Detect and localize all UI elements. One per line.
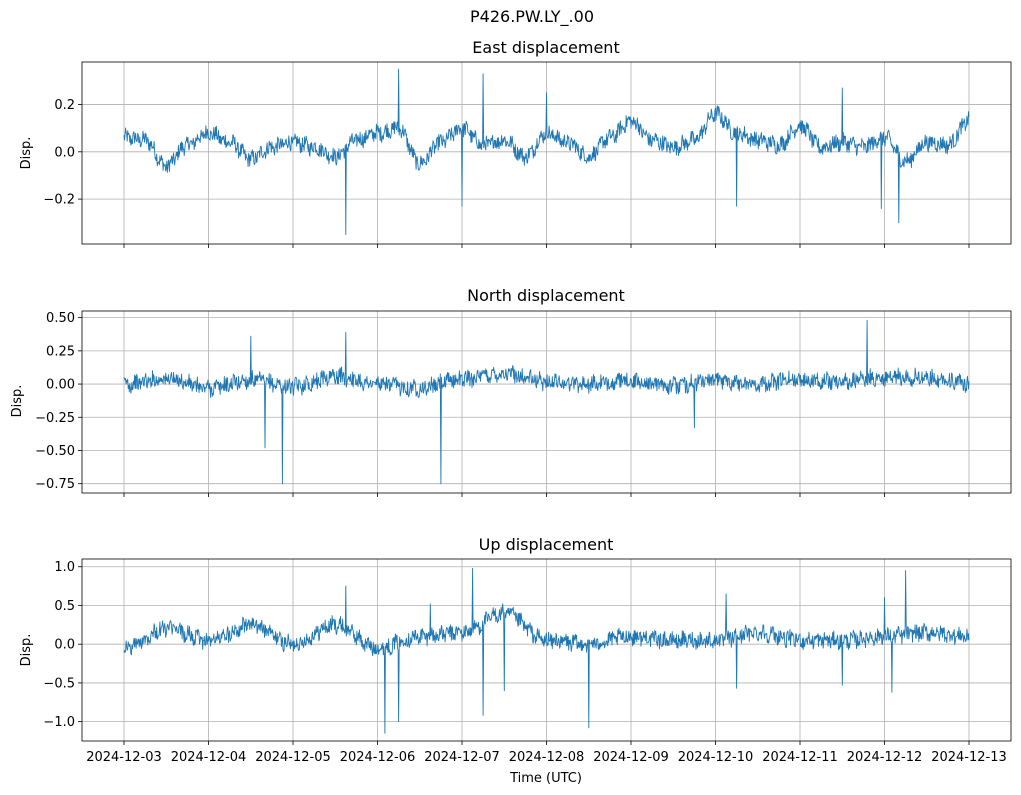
x-tick-label: 2024-12-13 bbox=[931, 750, 1007, 765]
panel-layer-up: 2024-12-03 2024-12-04 2024-12-05 2024-12-06… bbox=[43, 558, 1012, 765]
panel-east: East displacement Disp. 0.2 0.0 −0.2 bbox=[19, 38, 1012, 248]
x-tick-label: 2024-12-08 bbox=[509, 750, 585, 765]
y-tick-label-north: 0.25 bbox=[46, 344, 75, 359]
plot-frame-up bbox=[81, 558, 1012, 742]
y-tick-label-up: 1.0 bbox=[54, 560, 75, 575]
panel-title-up: Up displacement bbox=[479, 535, 614, 554]
x-axis-label: Time (UTC) bbox=[509, 771, 582, 786]
series-line-up bbox=[123, 567, 970, 734]
panel-layer-east: 0.2 0.0 −0.2 bbox=[43, 61, 1012, 248]
y-tick-label-east: −0.2 bbox=[43, 193, 75, 208]
y-tick-label-up: −1.0 bbox=[43, 715, 75, 730]
y-tick-label-north: 0.50 bbox=[46, 311, 75, 326]
panel-up: Up displacement Disp. 2024-12-03 2024-12-… bbox=[19, 535, 1012, 786]
panel-north: North displacement Disp. 0.50 0.25 0.00 −0.… bbox=[10, 286, 1012, 497]
x-tick-label: 2024-12-10 bbox=[678, 750, 754, 765]
y-tick-label-up: 0.5 bbox=[54, 599, 75, 614]
x-tick-label: 2024-12-12 bbox=[847, 750, 923, 765]
x-tick-label: 2024-12-05 bbox=[255, 750, 331, 765]
x-tick-label: 2024-12-11 bbox=[762, 750, 838, 765]
plot-frame-east bbox=[81, 61, 1012, 245]
y-tick-label-north: 0.00 bbox=[46, 378, 75, 393]
y-axis-label-east: Disp. bbox=[19, 137, 34, 170]
x-tick-label: 2024-12-07 bbox=[424, 750, 500, 765]
y-tick-label-north: −0.25 bbox=[35, 411, 75, 426]
y-tick-label-north: −0.75 bbox=[35, 477, 75, 492]
series-line-east bbox=[123, 68, 970, 235]
y-tick-label-east: 0.0 bbox=[54, 145, 75, 160]
panel-title-north: North displacement bbox=[467, 286, 625, 305]
y-axis-label-up: Disp. bbox=[19, 634, 34, 667]
panel-layer-north: 0.50 0.25 0.00 −0.25 −0.50 −0.75 bbox=[35, 310, 1012, 497]
y-tick-label-east: 0.2 bbox=[54, 98, 75, 113]
series-line-north bbox=[123, 319, 970, 485]
y-tick-label-up: −0.5 bbox=[43, 676, 75, 691]
figure-title: P426.PW.LY_.00 bbox=[470, 7, 594, 27]
y-tick-label-up: 0.0 bbox=[54, 638, 75, 653]
plot-frame-north bbox=[81, 310, 1012, 494]
x-tick-label: 2024-12-03 bbox=[86, 750, 162, 765]
y-tick-label-north: −0.50 bbox=[35, 444, 75, 459]
x-tick-label: 2024-12-09 bbox=[593, 750, 669, 765]
y-axis-label-north: Disp. bbox=[10, 385, 25, 418]
x-tick-label: 2024-12-06 bbox=[340, 750, 416, 765]
x-tick-label: 2024-12-04 bbox=[171, 750, 247, 765]
panel-title-east: East displacement bbox=[472, 38, 619, 57]
